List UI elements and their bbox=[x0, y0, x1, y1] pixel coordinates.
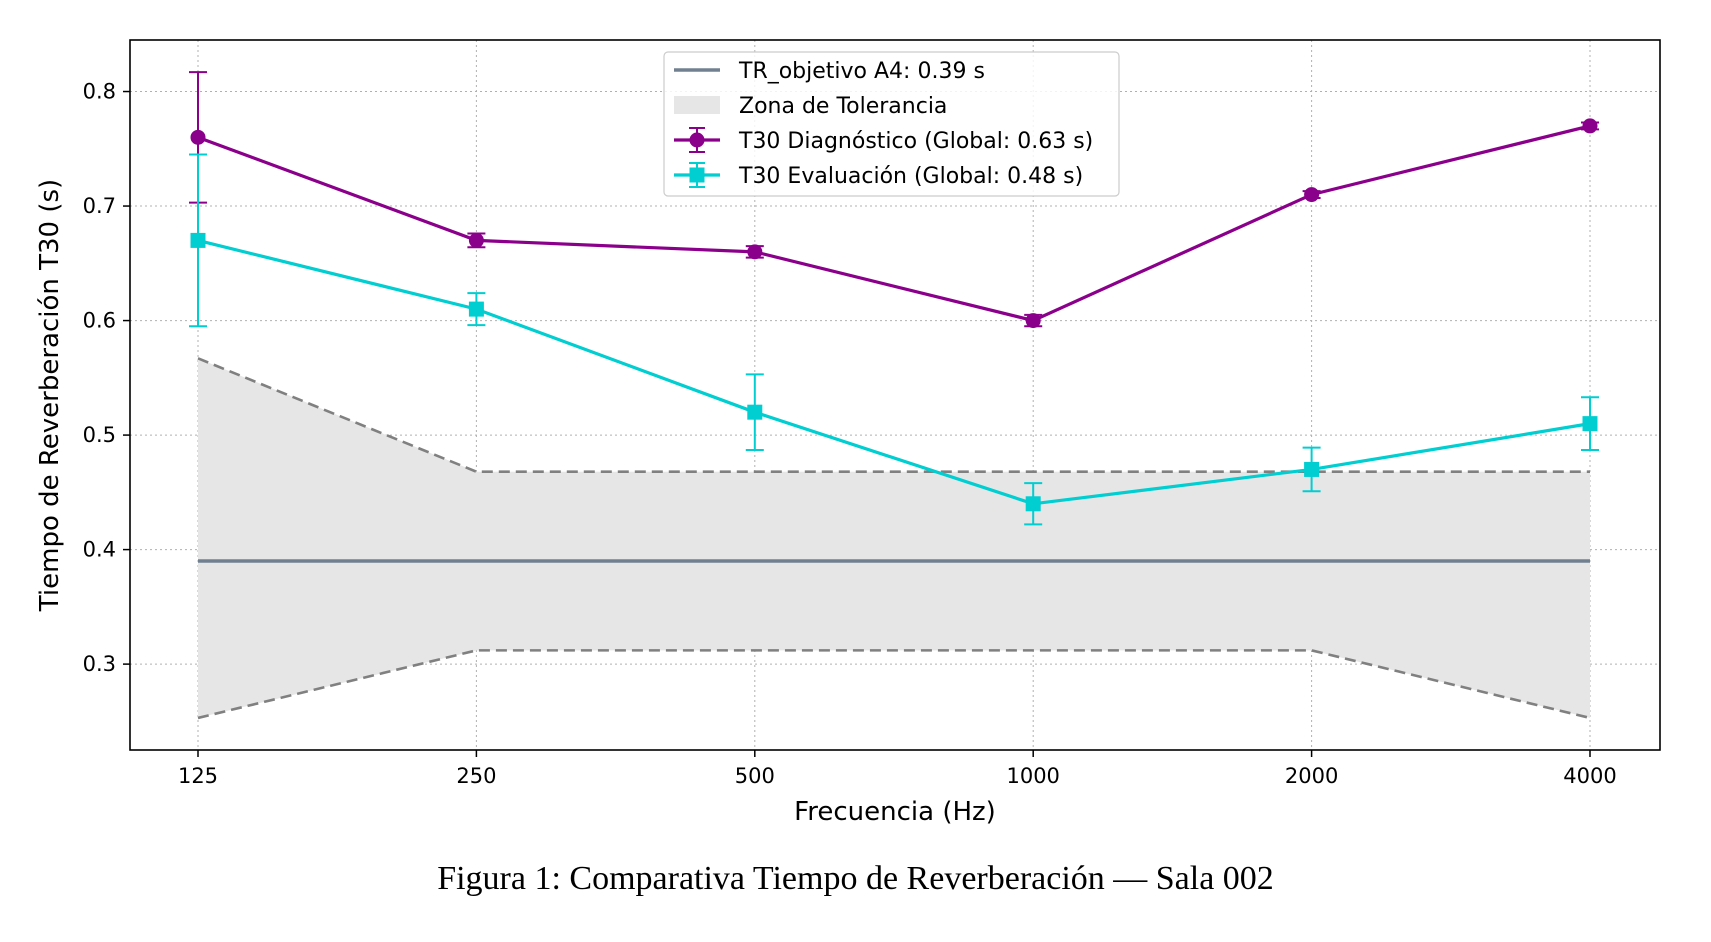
reverberation-chart: 125 250 500 1000 2000 4000 0.3 0.4 0.5 0.6 0.7 0.8… bbox=[35, 39, 1661, 827]
data-point bbox=[747, 404, 763, 420]
data-point bbox=[1025, 496, 1041, 512]
data-point bbox=[468, 232, 484, 248]
legend-label: T30 Diagnóstico (Global: 0.63 s) bbox=[738, 129, 1093, 154]
legend-label: Zona de Tolerancia bbox=[739, 94, 947, 119]
x-axis-ticks: 125 250 500 1000 2000 4000 bbox=[178, 750, 1617, 788]
series-2 bbox=[189, 153, 1599, 526]
data-point bbox=[468, 301, 484, 317]
tolerance-upper-line bbox=[197, 357, 1590, 474]
data-point bbox=[1025, 313, 1041, 329]
y-axis-label: Tiempo de Reverberación T30 (s) bbox=[35, 179, 65, 612]
y-tick-label: 0.4 bbox=[83, 538, 116, 562]
figure-caption: Figura 1: Comparativa Tiempo de Reverber… bbox=[437, 860, 1274, 897]
legend-tolerance: Zona de Tolerancia bbox=[674, 94, 947, 119]
legend-series-2: T30 Evaluación (Global: 0.48 s) bbox=[674, 162, 1083, 189]
data-point bbox=[1304, 461, 1320, 477]
tolerance-lower-line bbox=[197, 649, 1591, 720]
legend-label: T30 Evaluación (Global: 0.48 s) bbox=[738, 164, 1083, 189]
y-tick-label: 0.7 bbox=[83, 194, 116, 218]
y-tick-label: 0.5 bbox=[83, 423, 116, 447]
data-point bbox=[1582, 118, 1598, 134]
data-point bbox=[190, 232, 206, 248]
tolerance-band bbox=[197, 357, 1591, 720]
y-tick-label: 0.8 bbox=[83, 80, 116, 104]
series-group bbox=[189, 71, 1599, 526]
x-tick-label: 500 bbox=[735, 764, 775, 788]
legend-series-1: T30 Diagnóstico (Global: 0.63 s) bbox=[674, 127, 1093, 154]
x-tick-label: 125 bbox=[178, 764, 218, 788]
legend-marker bbox=[689, 167, 705, 183]
legend-marker bbox=[689, 132, 705, 148]
legend: TR_objetivo A4: 0.39 s Zona de Tolerancia… bbox=[663, 51, 1120, 197]
x-tick-label: 2000 bbox=[1285, 764, 1338, 788]
data-point bbox=[747, 244, 763, 260]
y-tick-label: 0.6 bbox=[83, 309, 116, 333]
data-point bbox=[1582, 416, 1598, 432]
y-tick-label: 0.3 bbox=[83, 652, 116, 676]
x-tick-label: 4000 bbox=[1563, 764, 1616, 788]
x-tick-label: 1000 bbox=[1006, 764, 1059, 788]
y-axis-ticks: 0.3 0.4 0.5 0.6 0.7 0.8 bbox=[83, 80, 130, 676]
data-point bbox=[190, 129, 206, 145]
legend-box bbox=[663, 51, 1120, 197]
series-line bbox=[197, 238, 1591, 506]
series-1 bbox=[189, 71, 1599, 329]
x-axis-label: Frecuencia (Hz) bbox=[794, 797, 996, 827]
legend-swatch bbox=[674, 96, 720, 114]
legend-target: TR_objetivo A4: 0.39 s bbox=[674, 59, 985, 84]
series-line bbox=[197, 124, 1591, 323]
plot-frame bbox=[129, 39, 1661, 751]
x-tick-label: 250 bbox=[456, 764, 496, 788]
data-point bbox=[1304, 187, 1320, 203]
tolerance-area bbox=[198, 358, 1590, 718]
legend-label: TR_objetivo A4: 0.39 s bbox=[738, 59, 985, 84]
